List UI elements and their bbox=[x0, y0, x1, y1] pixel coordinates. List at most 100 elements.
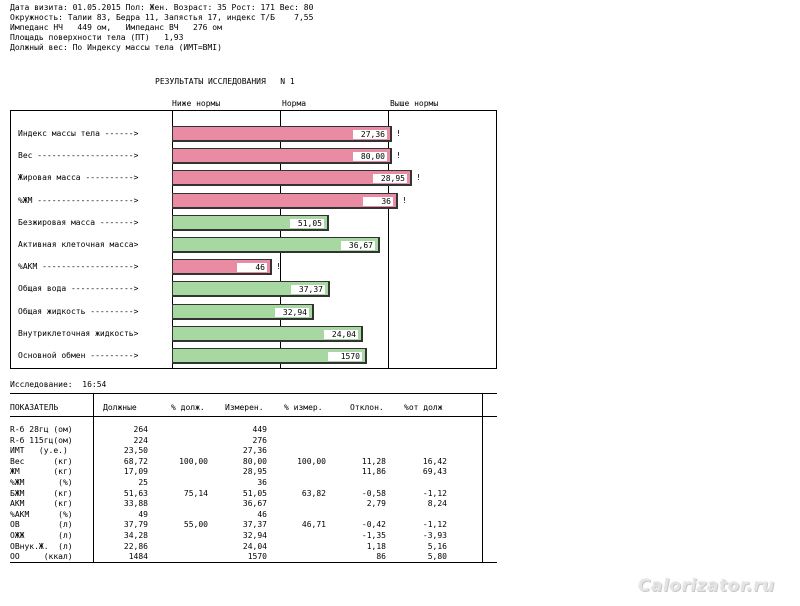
table-cell bbox=[266, 552, 326, 561]
chart-bar-value: 36,67 bbox=[341, 241, 375, 250]
table-cell: 27,36 bbox=[242, 446, 267, 456]
chart-bar-value: 27,36 bbox=[353, 130, 387, 139]
table-cell bbox=[387, 436, 447, 445]
chart-bar-value: 80,00 bbox=[353, 152, 387, 162]
table-cell: 16,42 bbox=[422, 456, 447, 466]
table-cell: 8,24 bbox=[427, 499, 447, 509]
table-row-label: ОВнук.Ж. (л) bbox=[10, 541, 73, 551]
table-header-cell: %от долж bbox=[404, 403, 443, 412]
header-line: Дата визита: 01.05.2015 Пол: Жен. Возрас… bbox=[10, 3, 314, 12]
table-bottom-rule bbox=[10, 562, 497, 563]
table-cell bbox=[148, 531, 208, 540]
chart-row-label: Внутриклеточная жидкость> bbox=[18, 328, 139, 338]
table-cell: 80,00 bbox=[242, 456, 267, 466]
zone-label-below-norm: Ниже нормы bbox=[172, 99, 221, 108]
table-cell: -1,35 bbox=[361, 531, 386, 540]
table-cell bbox=[148, 467, 208, 476]
chart-row-flag: ! bbox=[396, 151, 401, 161]
zone-label-norm: Норма bbox=[282, 99, 307, 108]
table-cell: 51,63 bbox=[123, 488, 148, 498]
watermark: Calorizator.ru bbox=[638, 576, 775, 596]
table-cell: -1,12 bbox=[422, 520, 447, 530]
header-line: Окружность: Талии 83, Бедра 11, Запястья… bbox=[10, 13, 314, 22]
chart-row-flag: ! bbox=[396, 129, 401, 138]
table-cell: 25 bbox=[138, 478, 148, 487]
table-cell: 28,95 bbox=[242, 467, 267, 477]
table-row-label: %АКМ (%) bbox=[10, 509, 73, 519]
chart-bar: 36 bbox=[172, 192, 398, 209]
table-row-label: БЖМ (кг) bbox=[10, 488, 73, 498]
table-cell bbox=[266, 542, 326, 551]
zone-divider-high bbox=[388, 110, 389, 369]
visit-header: Дата визита: 01.05.2015 Пол: Жен. Возрас… bbox=[10, 3, 313, 53]
table-cell: 276 bbox=[252, 435, 267, 445]
chart-row-label: Индекс массы тела ------> bbox=[18, 129, 139, 138]
table-cell bbox=[387, 425, 447, 434]
table-cell: -0,42 bbox=[361, 520, 386, 530]
table-row-label: Вес (кг) bbox=[10, 456, 73, 466]
table-cell: 34,28 bbox=[123, 531, 148, 540]
chart-row-label: Основной обмен ---------> bbox=[18, 351, 139, 360]
table-cell bbox=[266, 467, 326, 476]
table-cell bbox=[326, 446, 386, 455]
chart-row-flag: ! bbox=[276, 262, 281, 272]
chart-row-label: Активная клеточная масса> bbox=[18, 240, 139, 249]
chart-bar-value: 24,04 bbox=[324, 329, 358, 339]
table-cell: 224 bbox=[133, 435, 148, 445]
table-cell: 22,86 bbox=[123, 541, 148, 551]
chart-row-label: %ЖМ --------------------> bbox=[18, 195, 139, 205]
table-cell bbox=[148, 510, 208, 519]
table-cell bbox=[148, 478, 208, 487]
chart-bar: 37,37 bbox=[172, 281, 330, 298]
chart-row-flag: ! bbox=[416, 173, 421, 183]
table-cell bbox=[326, 510, 386, 519]
chart-bar: 24,04 bbox=[172, 325, 363, 342]
table-cell: 37,79 bbox=[123, 520, 148, 530]
table-cell bbox=[266, 478, 326, 487]
chart-bar: 46 bbox=[172, 259, 272, 276]
table-cell bbox=[387, 478, 447, 487]
chart-row-label: Общая вода -------------> bbox=[18, 284, 139, 294]
table-cell: 37,37 bbox=[242, 520, 267, 530]
table-header-cell: Измерен. bbox=[225, 403, 264, 412]
chart-bar: 80,00 bbox=[172, 148, 392, 165]
table-cell: 33,88 bbox=[123, 499, 148, 509]
chart-bar-value: 1570 bbox=[328, 352, 362, 361]
table-cell: 11,28 bbox=[361, 456, 386, 466]
table-cell bbox=[266, 436, 326, 445]
table-cell: 63,82 bbox=[301, 488, 326, 498]
table-row-label: ОО (ккал) bbox=[10, 552, 73, 562]
chart-bar: 36,67 bbox=[172, 237, 380, 253]
chart-bar-value: 46 bbox=[237, 263, 267, 273]
table-cell bbox=[266, 446, 326, 455]
header-line: Должный вес: По Индексу массы тела (ИМТ=… bbox=[10, 43, 222, 52]
table-cell: 49 bbox=[138, 509, 148, 519]
table-cell: 46 bbox=[257, 509, 267, 519]
table-cell bbox=[148, 499, 208, 508]
table-row-label: ИМТ (у.е.) bbox=[10, 446, 68, 456]
table-row-label: ЖМ (кг) bbox=[10, 467, 73, 477]
table-cell: 264 bbox=[133, 425, 148, 434]
chart-row-flag: ! bbox=[402, 195, 407, 205]
table-cell: 51,05 bbox=[242, 488, 267, 498]
table-header-cell: Отклон. bbox=[350, 403, 384, 412]
exam-time: Исследование: 16:54 bbox=[10, 380, 107, 389]
table-cell bbox=[387, 446, 447, 455]
chart-bar: 32,94 bbox=[172, 303, 314, 320]
table-cell: 100,00 bbox=[179, 456, 208, 466]
table-cell: 100,00 bbox=[297, 456, 326, 466]
table-column-divider bbox=[93, 393, 94, 563]
table-cell: 36 bbox=[257, 478, 267, 487]
table-cell bbox=[148, 542, 208, 551]
table-cell: 23,50 bbox=[123, 446, 148, 456]
chart-bar-value: 36 bbox=[363, 196, 393, 206]
table-cell: 75,14 bbox=[183, 488, 208, 498]
table-cell: 2,79 bbox=[366, 499, 386, 509]
table-cell bbox=[148, 446, 208, 455]
chart-bar: 51,05 bbox=[172, 214, 329, 231]
table-row-label: АКМ (кг) bbox=[10, 499, 73, 509]
table-cell: 24,04 bbox=[242, 541, 267, 551]
table-column-divider bbox=[482, 393, 483, 563]
table-row-label: R-б 115гц(ом) bbox=[10, 435, 73, 445]
chart-row-label: Вес --------------------> bbox=[18, 151, 139, 161]
